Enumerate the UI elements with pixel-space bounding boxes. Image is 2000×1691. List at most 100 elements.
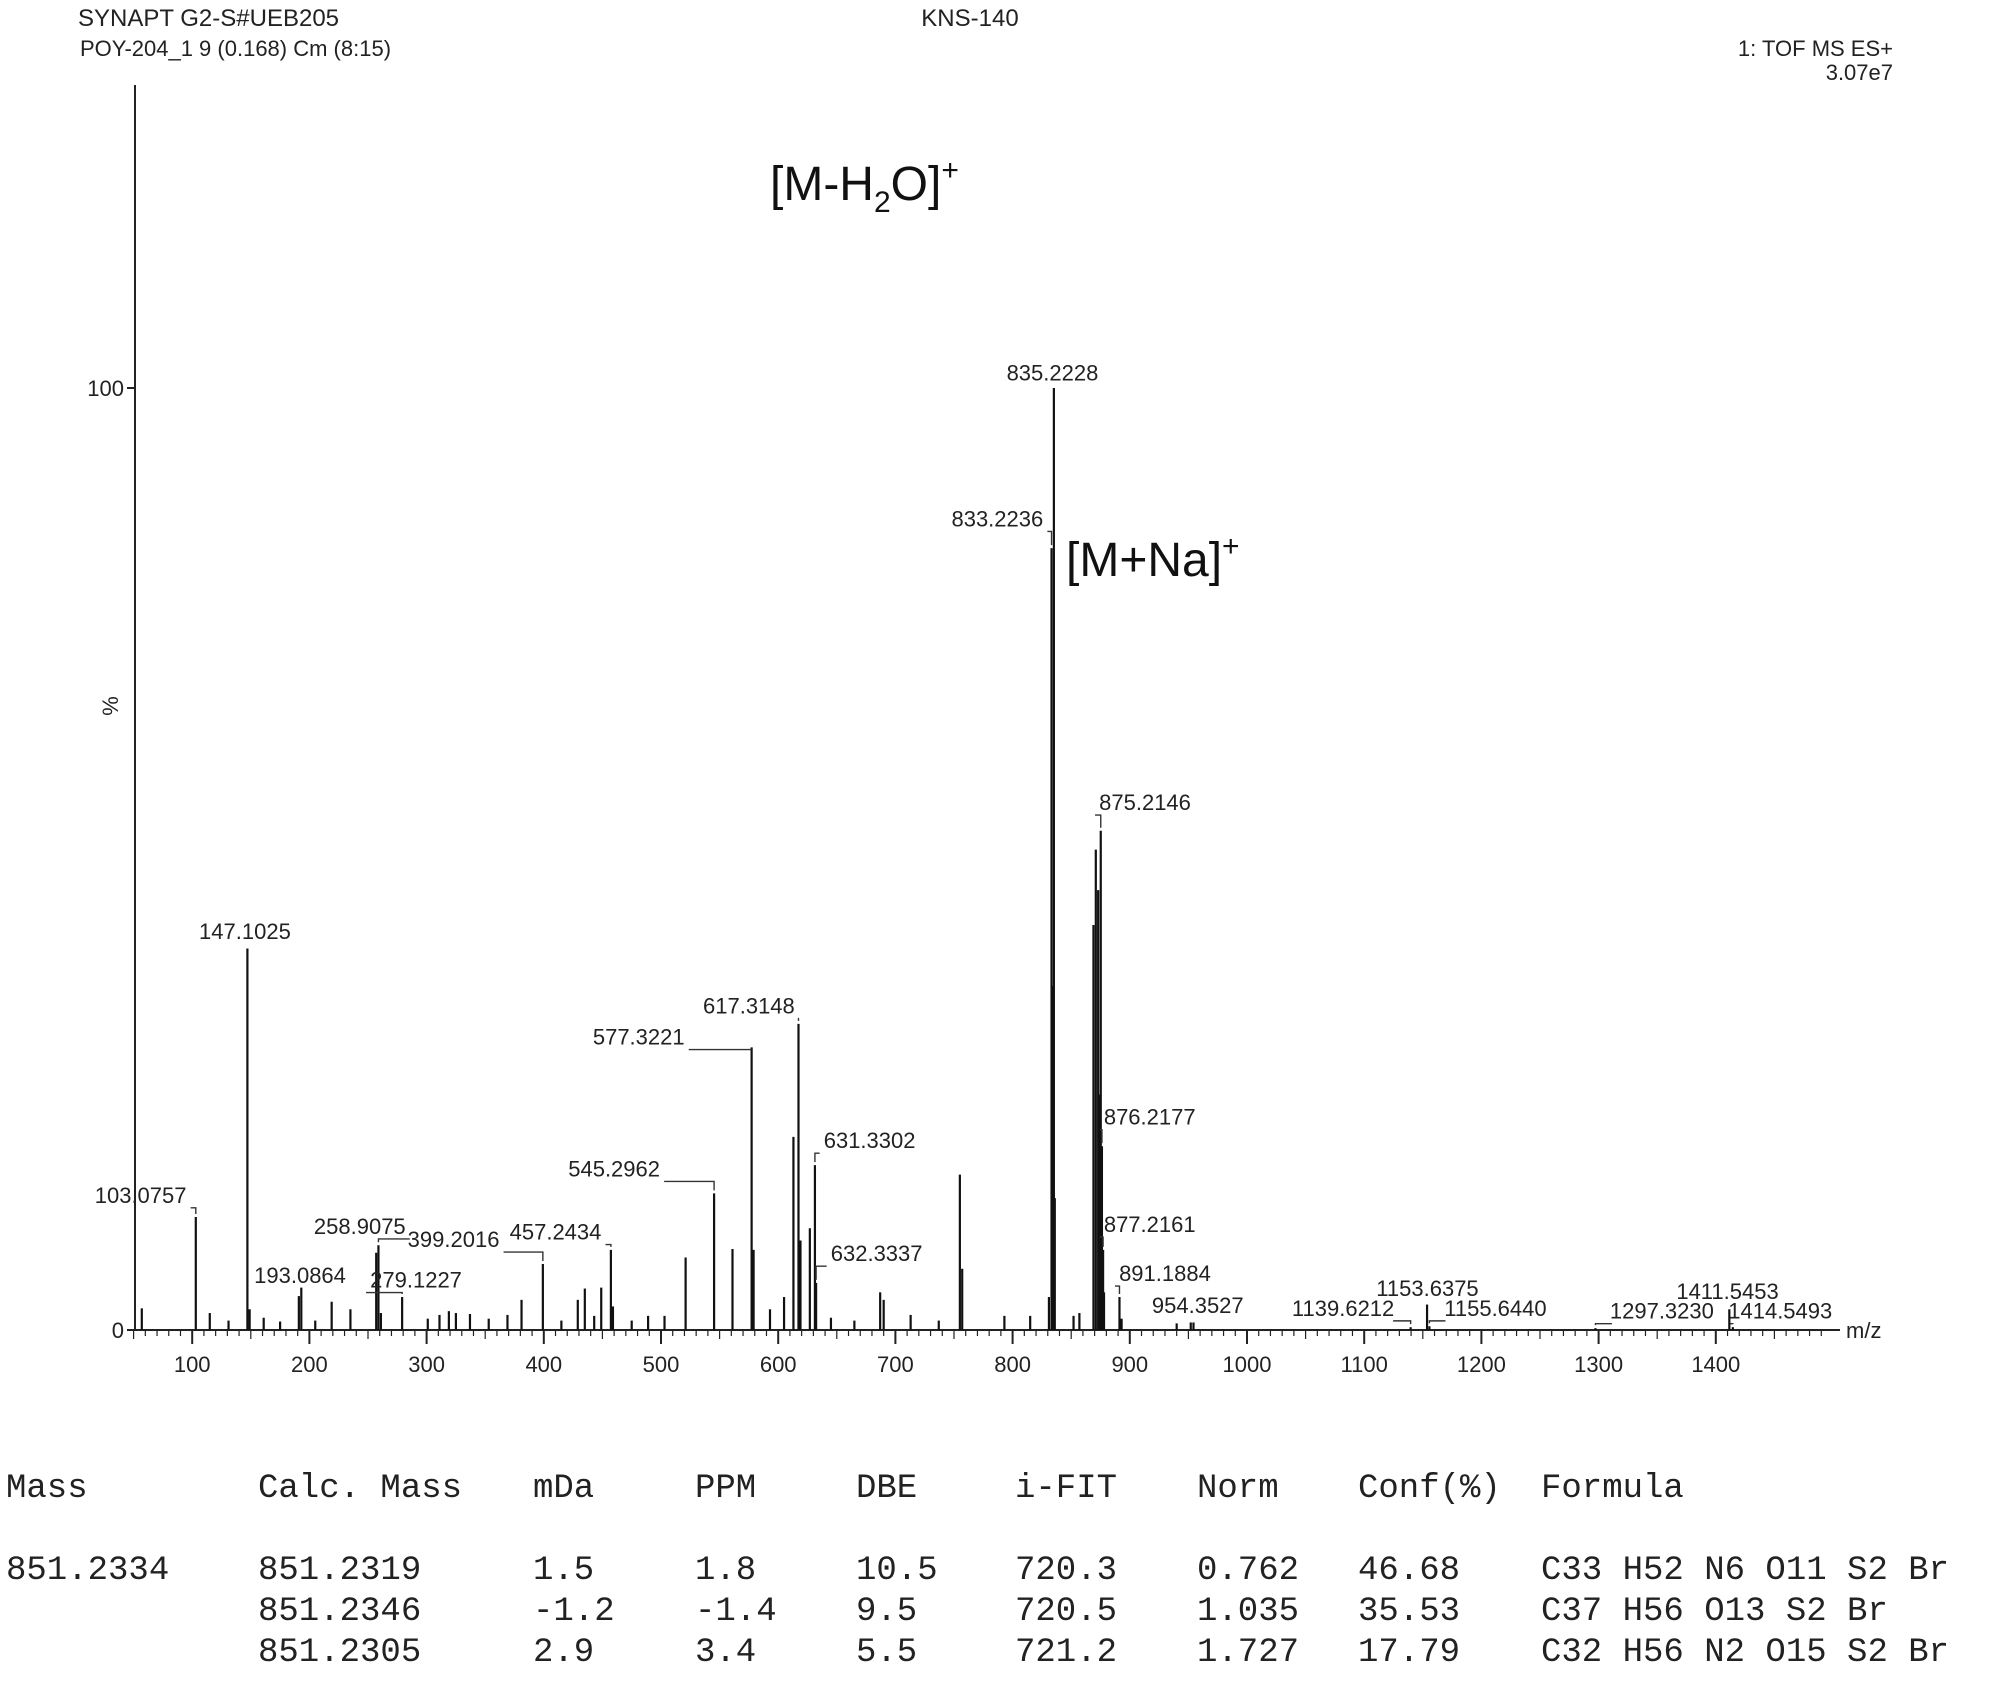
leader-891.1884 — [1114, 1285, 1121, 1295]
peak-label-147.1025: 147.1025 — [199, 919, 291, 944]
leader-877.2161 — [1099, 1236, 1104, 1247]
table-cell: 1.5 — [533, 1552, 595, 1590]
elemental-composition-table: Mass Calc. Mass mDa PPM DBE i-FIT Norm Conf(%) F… — [0, 1470, 2000, 1691]
leader-632.3337 — [815, 1265, 827, 1280]
peak-label-1411.5453: 1411.5453 — [1676, 1279, 1778, 1304]
mode-label: 1: TOF MS ES+ — [1738, 36, 1893, 61]
leader-631.3302 — [814, 1152, 820, 1163]
peak-label-1414.5493: 1414.5493 — [1728, 1299, 1832, 1324]
leader-875.2146 — [1095, 814, 1102, 828]
peak-label-954.3527: 954.3527 — [1152, 1293, 1244, 1318]
peak-label-577.3221: 577.3221 — [593, 1025, 685, 1050]
instrument-label: SYNAPT G2-S#UEB205 — [78, 5, 339, 32]
table-cell: 1.727 — [1197, 1634, 1300, 1672]
leader-457.2434 — [605, 1243, 612, 1247]
peak-label-279.1227: 279.1227 — [370, 1268, 462, 1293]
table-cell: 720.3 — [1015, 1552, 1118, 1590]
x-tick-label: 1100 — [1341, 1352, 1388, 1377]
peak-label-1297.3230: 1297.3230 — [1610, 1299, 1714, 1324]
x-tick-label: 800 — [994, 1352, 1031, 1377]
base-intensity-label: 3.07e7 — [1826, 60, 1893, 85]
table-cell: C37 H56 O13 S2 Br — [1541, 1593, 1888, 1631]
x-tick-labels: 100 200 300 400 500 600 700 800 900 1000 1100 1200 1… — [174, 1352, 1740, 1377]
minor-ticks — [127, 387, 1822, 1344]
table-cell: 721.2 — [1015, 1634, 1118, 1672]
table-cell: 3.4 — [695, 1634, 757, 1672]
sample-name-title: KNS-140 — [921, 5, 1018, 32]
peak-label-193.0864: 193.0864 — [254, 1263, 346, 1288]
table-cell: 10.5 — [856, 1552, 938, 1590]
table-header-cell: DBE — [856, 1470, 918, 1508]
table-cell: 17.79 — [1358, 1634, 1461, 1672]
table-header-cell: Norm — [1197, 1470, 1279, 1508]
table-header-cell: Mass — [6, 1470, 88, 1508]
y-axis-label: % — [98, 696, 123, 716]
leader-1139.6212 — [1393, 1320, 1412, 1325]
peak-labels: 103.0757 147.1025 193.0864 258.9075 279.1227… — [95, 360, 1833, 1323]
leader-103.0757 — [190, 1207, 197, 1214]
table-cell: C32 H56 N2 O15 S2 Br — [1541, 1634, 1950, 1672]
annotation-m-h2o-suffix: O] — [891, 158, 942, 211]
x-tick-label: 400 — [525, 1352, 562, 1377]
peak-group — [140, 388, 1734, 1330]
table-cell: 0.762 — [1197, 1552, 1300, 1590]
table-cell: 851.2305 — [258, 1634, 422, 1672]
table-header-row: Mass Calc. Mass mDa PPM DBE i-FIT Norm Conf(%) F… — [0, 1470, 2000, 1510]
annotation-m-na-sup: + — [1222, 530, 1240, 563]
annotation-m-h2o-sub: 2 — [874, 186, 891, 219]
y-tick-label: 0 — [112, 1318, 124, 1343]
y-tick-label: 100 — [87, 376, 124, 401]
leader-279.1227 — [366, 1291, 403, 1295]
table-header-cell: Conf(%) — [1358, 1470, 1501, 1508]
table-row: 851.2346 -1.2 -1.4 9.5 720.5 1.035 35.53 C37 H5… — [0, 1593, 2000, 1633]
table-cell: 2.9 — [533, 1634, 595, 1672]
peak-label-876.2177: 876.2177 — [1104, 1105, 1196, 1130]
table-header-cell: PPM — [695, 1470, 757, 1508]
x-tick-label: 500 — [643, 1352, 680, 1377]
table-cell: 851.2346 — [258, 1593, 422, 1631]
peak-label-877.2161: 877.2161 — [1104, 1212, 1196, 1237]
peak-label-631.3302: 631.3302 — [824, 1128, 916, 1153]
table-header-cell: Formula — [1541, 1470, 1684, 1508]
annotation-m-h2o-prefix: [M-H — [770, 158, 874, 211]
y-tick-labels: 0 100 — [87, 376, 124, 1343]
table-row: 851.2305 2.9 3.4 5.5 721.2 1.727 17.79 C32 H56 … — [0, 1634, 2000, 1674]
x-tick-label: 300 — [408, 1352, 445, 1377]
table-cell: 35.53 — [1358, 1593, 1461, 1631]
x-tick-label: 700 — [877, 1352, 914, 1377]
x-tick-label: 1300 — [1574, 1352, 1623, 1377]
leader-545.2962 — [664, 1180, 715, 1191]
peak-label-545.2962: 545.2962 — [568, 1156, 660, 1181]
annotation-m-h2o-sup: + — [941, 154, 959, 187]
table-cell: -1.2 — [533, 1593, 615, 1631]
table-row: 851.2334 851.2319 1.5 1.8 10.5 720.3 0.762 46.6… — [0, 1552, 2000, 1592]
leader-1297.3230 — [1594, 1322, 1612, 1326]
peak-label-891.1884: 891.1884 — [1119, 1261, 1211, 1286]
table-cell: 720.5 — [1015, 1593, 1118, 1631]
x-tick-label: 100 — [174, 1352, 211, 1377]
peak-label-103.0757: 103.0757 — [95, 1183, 187, 1208]
table-cell: 851.2334 — [6, 1552, 170, 1590]
annotation-m-na: [M+Na]+ — [1066, 530, 1240, 587]
x-tick-label: 1200 — [1457, 1352, 1506, 1377]
peak-label-835.2228: 835.2228 — [1007, 360, 1099, 385]
table-header-cell: Calc. Mass — [258, 1470, 463, 1508]
annotation-m-h2o: [M-H2O]+ — [770, 154, 959, 219]
peak-label-617.3148: 617.3148 — [703, 993, 795, 1018]
table-cell: -1.4 — [695, 1593, 777, 1631]
table-header-cell: i-FIT — [1015, 1470, 1118, 1508]
leader-lines — [190, 530, 1734, 1326]
x-tick-label: 200 — [291, 1352, 328, 1377]
peak-label-457.2434: 457.2434 — [510, 1220, 602, 1245]
table-cell: 9.5 — [856, 1593, 918, 1631]
leader-833.2236 — [1047, 530, 1053, 546]
x-axis-label: m/z — [1846, 1318, 1881, 1343]
table-cell: 1.035 — [1197, 1593, 1300, 1631]
peak-label-258.9075: 258.9075 — [314, 1214, 406, 1239]
peak-label-875.2146: 875.2146 — [1099, 790, 1191, 815]
table-cell: 5.5 — [856, 1634, 918, 1672]
peak-label-1155.6440: 1155.6440 — [1444, 1296, 1546, 1321]
peak-label-1153.6375: 1153.6375 — [1376, 1276, 1478, 1301]
peak-label-632.3337: 632.3337 — [831, 1241, 923, 1266]
